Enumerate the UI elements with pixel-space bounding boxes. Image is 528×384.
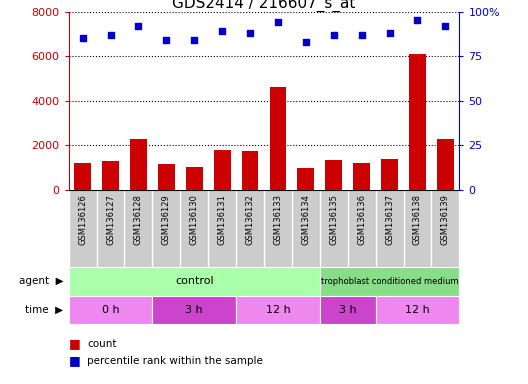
Text: GSM136132: GSM136132 bbox=[246, 194, 254, 245]
Text: trophoblast conditioned medium: trophoblast conditioned medium bbox=[321, 277, 458, 286]
Point bbox=[385, 30, 394, 36]
Point bbox=[190, 37, 199, 43]
Point bbox=[78, 35, 87, 41]
Text: 12 h: 12 h bbox=[266, 305, 290, 315]
Bar bbox=[381, 159, 398, 190]
Bar bbox=[270, 88, 286, 190]
Bar bbox=[320, 296, 375, 324]
Text: GSM136138: GSM136138 bbox=[413, 194, 422, 245]
Bar bbox=[297, 168, 314, 190]
Point bbox=[413, 17, 422, 23]
Text: GSM136128: GSM136128 bbox=[134, 194, 143, 245]
Bar bbox=[153, 296, 236, 324]
Bar bbox=[130, 139, 147, 190]
Point bbox=[357, 31, 366, 38]
Text: 12 h: 12 h bbox=[405, 305, 430, 315]
Bar bbox=[242, 151, 258, 190]
Text: time  ▶: time ▶ bbox=[25, 305, 63, 315]
Bar bbox=[69, 296, 153, 324]
Title: GDS2414 / 216607_s_at: GDS2414 / 216607_s_at bbox=[172, 0, 356, 12]
Text: count: count bbox=[87, 339, 117, 349]
Point bbox=[134, 23, 143, 29]
Point bbox=[162, 37, 171, 43]
Text: 0 h: 0 h bbox=[102, 305, 119, 315]
Bar bbox=[320, 267, 459, 296]
Bar bbox=[69, 267, 320, 296]
Text: ■: ■ bbox=[69, 337, 80, 350]
Text: percentile rank within the sample: percentile rank within the sample bbox=[87, 356, 263, 366]
Text: GSM136127: GSM136127 bbox=[106, 194, 115, 245]
Bar bbox=[236, 296, 320, 324]
Point bbox=[246, 30, 254, 36]
Text: 3 h: 3 h bbox=[339, 305, 356, 315]
Text: ■: ■ bbox=[69, 354, 80, 367]
Point bbox=[218, 28, 227, 34]
Text: GSM136135: GSM136135 bbox=[329, 194, 338, 245]
Text: 3 h: 3 h bbox=[185, 305, 203, 315]
Text: GSM136133: GSM136133 bbox=[274, 194, 282, 245]
Point bbox=[441, 23, 450, 29]
Bar bbox=[325, 160, 342, 190]
Bar bbox=[74, 163, 91, 190]
Text: GSM136139: GSM136139 bbox=[441, 194, 450, 245]
Text: GSM136129: GSM136129 bbox=[162, 194, 171, 245]
Bar bbox=[409, 54, 426, 190]
Point bbox=[274, 19, 282, 25]
Bar bbox=[375, 296, 459, 324]
Text: GSM136137: GSM136137 bbox=[385, 194, 394, 245]
Point bbox=[106, 31, 115, 38]
Bar bbox=[353, 163, 370, 190]
Bar bbox=[186, 167, 203, 190]
Text: GSM136130: GSM136130 bbox=[190, 194, 199, 245]
Text: control: control bbox=[175, 276, 213, 286]
Text: GSM136131: GSM136131 bbox=[218, 194, 227, 245]
Text: agent  ▶: agent ▶ bbox=[18, 276, 63, 286]
Point bbox=[329, 31, 338, 38]
Text: GSM136126: GSM136126 bbox=[78, 194, 87, 245]
Point bbox=[301, 39, 310, 45]
Text: GSM136136: GSM136136 bbox=[357, 194, 366, 245]
Bar bbox=[158, 164, 175, 190]
Bar bbox=[102, 161, 119, 190]
Bar bbox=[214, 150, 231, 190]
Bar bbox=[437, 139, 454, 190]
Text: GSM136134: GSM136134 bbox=[301, 194, 310, 245]
